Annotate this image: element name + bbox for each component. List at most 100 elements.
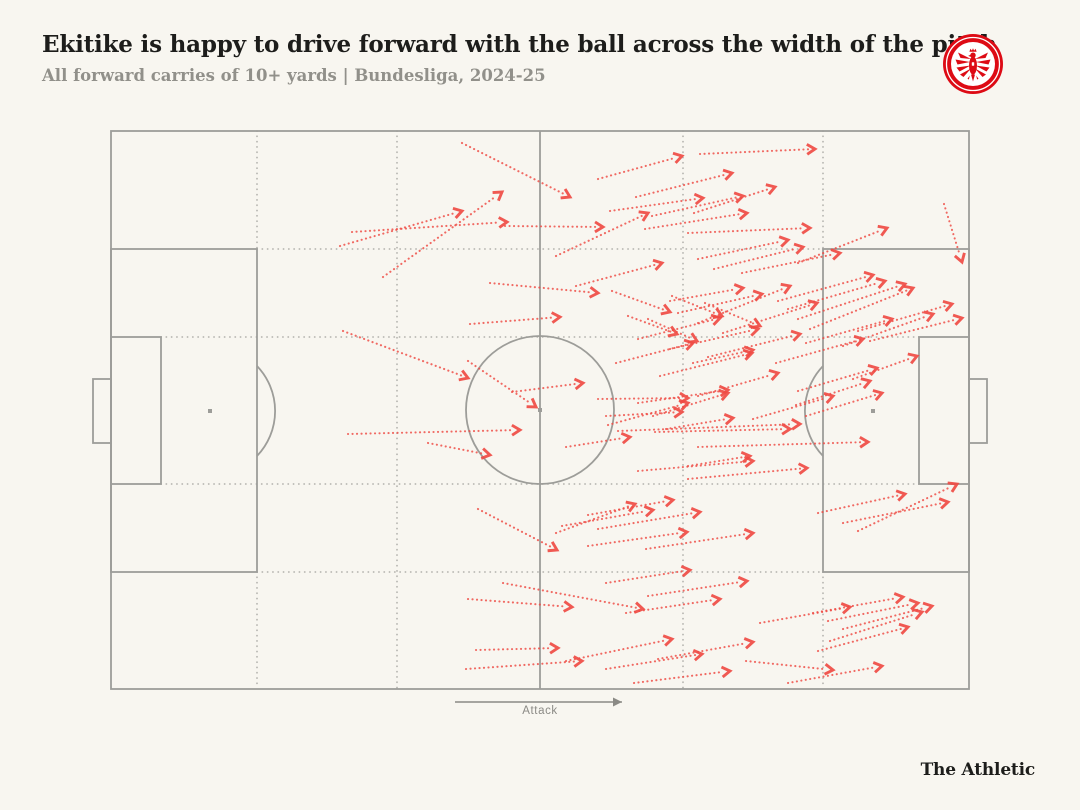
carry-arrowhead [912,608,925,621]
carry-trail [488,281,593,294]
carry-trail [751,396,828,421]
carry-arrowhead [778,235,791,248]
carry-trail [381,195,498,279]
carry-trail [744,659,828,671]
carry-arrowhead [662,634,675,647]
carry-arrowhead [907,352,920,365]
carry-trail [740,253,835,275]
carry-trail [808,289,908,331]
carry-trail [804,319,887,345]
carry-trail [608,197,698,213]
carry-arrowhead [765,183,778,196]
carry-trail [644,532,748,551]
penalty-arc [256,365,276,457]
carry-arrowhead [687,332,700,344]
carry-arrowhead [797,462,810,475]
carry-arrowhead [643,505,656,518]
carry-trail [596,156,677,181]
carry-arrowhead [737,575,750,589]
carry-arrowhead [953,252,966,265]
carry-trail [464,660,577,671]
carry-arrowhead [588,286,601,299]
carry-arrowhead [652,258,665,271]
penalty-arc [804,365,824,457]
carry-arrowhead [790,329,803,342]
carry-arrowhead [743,527,756,541]
carry-trail [604,570,685,585]
carry-arrowhead [922,601,935,614]
carry-trail [574,263,657,288]
carry-arrowhead [860,377,873,390]
carry-arrowhead [718,389,731,402]
carry-trail [856,304,947,333]
carry-trail [646,580,742,598]
carry-trail [698,148,810,156]
carry-arrowhead [893,592,906,605]
carry-trail [796,229,882,265]
carry-trail [564,639,667,663]
carry-trail [686,467,802,481]
carry-arrowhead [867,364,880,377]
carry-arrowhead [547,541,560,553]
carry-trail [632,670,725,685]
carry-trail [664,418,728,431]
carry-trail [841,502,943,525]
carry-arrowhead [660,303,673,316]
carry-trail [816,627,903,653]
carry-trail [501,581,638,609]
carry-arrowhead [882,314,895,327]
carry-arrowhead [793,242,806,255]
carry-arrowhead [680,564,693,578]
carry-trail [596,512,695,531]
carry-trail [841,606,927,631]
goal [968,378,988,444]
carry-trail [338,211,457,248]
carry-trail [703,301,755,325]
carry-trail [686,456,745,468]
carry-arrowhead [480,447,493,460]
carry-arrowhead [673,406,685,419]
carry-trail [706,334,795,359]
pitch-spot [871,409,875,413]
attack-label: Attack [522,705,558,717]
carry-arrowhead [908,598,921,611]
carry-trail [868,318,957,343]
carry-trail [758,607,845,625]
carry-arrowhead [750,317,763,329]
carry-arrowhead [562,600,575,613]
carry-trail [658,353,747,378]
carry-arrowhead [677,526,690,540]
carry-trail [828,613,917,643]
carry-arrowhead [952,313,965,326]
carry-trail [468,316,555,326]
carry-trail [786,281,880,311]
carry-trail [796,368,872,393]
carry-arrowhead [903,284,916,297]
carry-arrowhead [895,489,908,502]
carry-arrowhead [672,151,685,164]
carry-arrowhead [549,641,561,655]
attack-arrowhead [613,697,622,707]
carry-trail [816,494,900,515]
center-circle [465,335,615,485]
carry-trail [804,393,877,418]
carry-arrowhead [740,451,753,464]
carry-arrowhead [872,389,885,402]
carry-trail [636,318,715,341]
carry-arrowhead [594,220,606,234]
carry-trail [841,315,928,348]
carry-trail [774,339,858,365]
chart-title: Ekitike is happy to drive forward with t… [42,31,997,58]
carry-arrowhead [692,648,705,662]
carry-arrowhead [638,210,651,222]
carry-trail [466,597,567,608]
carry-trail [503,224,598,228]
carry-arrowhead [620,431,633,445]
carry-trail [610,289,665,311]
carry-arrowhead [898,622,911,635]
carry-arrowhead [806,143,818,156]
carry-arrowhead [458,369,471,382]
carry-trail [786,666,877,685]
carry-trail [460,141,565,195]
